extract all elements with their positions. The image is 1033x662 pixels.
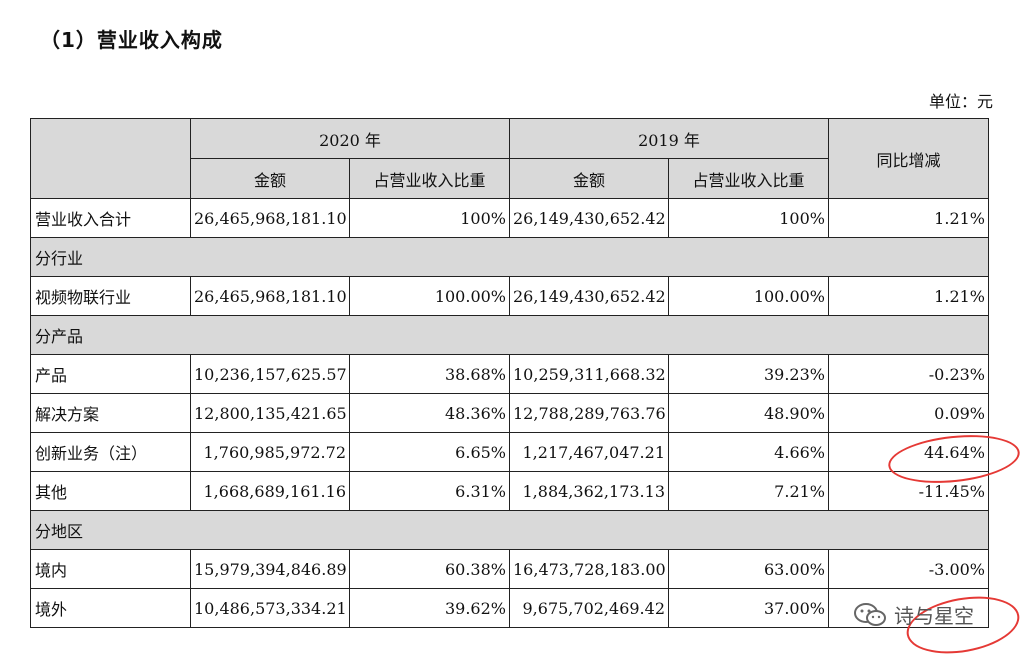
ratio-2020: 6.65% [349,432,510,472]
amount-2019: 26,149,430,652.42 [509,276,669,316]
wechat-icon [854,602,886,626]
table-row: 创新业务（注） 1,760,985,972.72 6.65% 1,217,467… [30,432,989,472]
section-row-region: 分地区 [30,510,989,550]
amount-2020: 15,979,394,846.89 [190,549,350,589]
ratio-2019: 7.21% [668,471,829,511]
section-label: 分地区 [30,510,989,550]
ratio-2019: 4.66% [668,432,829,472]
amount-2019: 10,259,311,668.32 [509,354,669,394]
ratio-2020: 6.31% [349,471,510,511]
row-label: 解决方案 [30,393,191,433]
header-year-2019: 2019 年 [509,118,829,159]
amount-2020: 1,760,985,972.72 [190,432,350,472]
ratio-2019: 39.23% [668,354,829,394]
row-label: 营业收入合计 [30,198,191,238]
header-amount-2020: 金额 [190,158,350,199]
section-row-product: 分产品 [30,315,989,355]
row-label: 其他 [30,471,191,511]
yoy-change: -3.00% [828,549,989,589]
amount-2020: 26,465,968,181.10 [190,276,350,316]
ratio-2020: 100% [349,198,510,238]
yoy-change: 44.64% [828,432,989,472]
amount-2020: 12,800,135,421.65 [190,393,350,433]
yoy-change [828,588,989,628]
section-heading: （1）营业收入构成 [40,28,223,52]
amount-2020: 1,668,689,161.16 [190,471,350,511]
section-label: 分行业 [30,237,989,277]
ratio-2019: 63.00% [668,549,829,589]
header-ratio-2019: 占营业收入比重 [668,158,829,199]
section-label: 分产品 [30,315,989,355]
header-change: 同比增减 [828,118,989,199]
amount-2020: 26,465,968,181.10 [190,198,350,238]
yoy-change: -0.23% [828,354,989,394]
row-label: 境内 [30,549,191,589]
yoy-change: -11.45% [828,471,989,511]
watermark-text: 诗与星空 [894,604,974,628]
amount-2019: 16,473,728,183.00 [509,549,669,589]
ratio-2019: 37.00% [668,588,829,628]
table-row: 其他 1,668,689,161.16 6.31% 1,884,362,173.… [30,471,989,511]
table-row-industry: 视频物联行业 26,465,968,181.10 100.00% 26,149,… [30,276,989,316]
amount-2020: 10,236,157,625.57 [190,354,350,394]
watermark: 诗与星空 [852,600,974,629]
row-label: 境外 [30,588,191,628]
amount-2019: 9,675,702,469.42 [509,588,669,628]
table-row: 境内 15,979,394,846.89 60.38% 16,473,728,1… [30,549,989,589]
unit-label: 单位：元 [928,92,993,111]
table-row: 解决方案 12,800,135,421.65 48.36% 12,788,289… [30,393,989,433]
amount-2019: 1,217,467,047.21 [509,432,669,472]
ratio-2019: 100% [668,198,829,238]
amount-2020: 10,486,573,334.21 [190,588,350,628]
row-label: 视频物联行业 [30,276,191,316]
revenue-table: 2020 年 2019 年 同比增减 金额 占营业收入比重 金额 占营业收入比重… [30,118,989,628]
ratio-2019: 48.90% [668,393,829,433]
ratio-2020: 100.00% [349,276,510,316]
header-amount-2019: 金额 [509,158,669,199]
table-row: 境外 10,486,573,334.21 39.62% 9,675,702,46… [30,588,989,628]
amount-2019: 1,884,362,173.13 [509,471,669,511]
row-label: 产品 [30,354,191,394]
header-corner [30,118,191,199]
table-row-total: 营业收入合计 26,465,968,181.10 100% 26,149,430… [30,198,989,238]
ratio-2020: 60.38% [349,549,510,589]
amount-2019: 26,149,430,652.42 [509,198,669,238]
ratio-2020: 48.36% [349,393,510,433]
row-label: 创新业务（注） [30,432,191,472]
table-row: 产品 10,236,157,625.57 38.68% 10,259,311,6… [30,354,989,394]
section-row-industry: 分行业 [30,237,989,277]
header-ratio-2020: 占营业收入比重 [349,158,510,199]
yoy-change: 1.21% [828,198,989,238]
amount-2019: 12,788,289,763.76 [509,393,669,433]
ratio-2020: 39.62% [349,588,510,628]
ratio-2019: 100.00% [668,276,829,316]
yoy-change: 1.21% [828,276,989,316]
yoy-change: 0.09% [828,393,989,433]
ratio-2020: 38.68% [349,354,510,394]
header-year-2020: 2020 年 [190,118,510,159]
